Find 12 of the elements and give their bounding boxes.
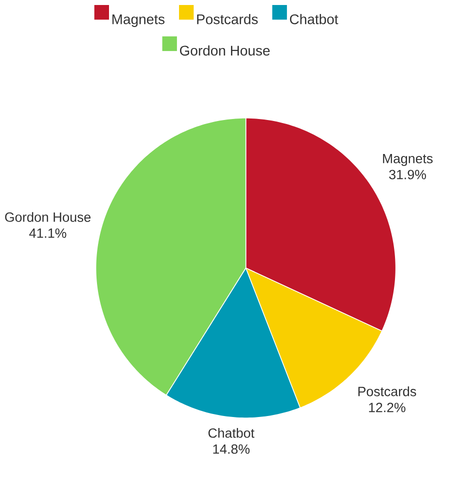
slice-label: Chatbot xyxy=(208,428,254,438)
legend-label: Gordon House xyxy=(180,45,270,56)
data-label: 41.1% xyxy=(29,228,66,238)
slice-label: Gordon House xyxy=(5,212,91,222)
slice-label: Postcards xyxy=(358,386,416,396)
legend-label: Chatbot xyxy=(290,14,338,24)
legend-label: Postcards xyxy=(197,14,258,24)
legend-label: Magnets xyxy=(112,14,165,27)
data-label: 14.8% xyxy=(213,444,250,454)
slice-label: Magnets xyxy=(383,154,433,166)
data-label: 31.9% xyxy=(389,170,426,180)
data-label: 12.2% xyxy=(369,402,406,412)
